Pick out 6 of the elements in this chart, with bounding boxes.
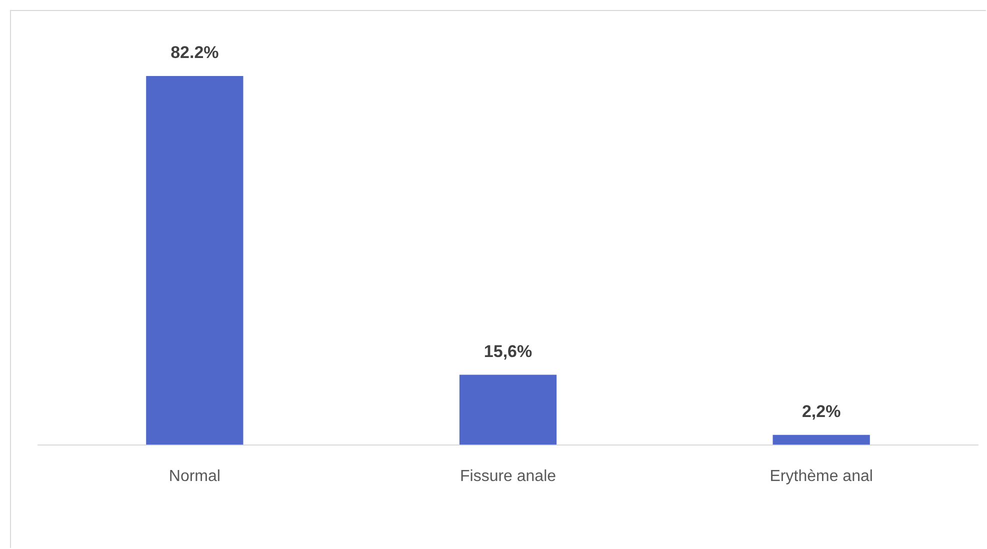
data-label: 15,6% [484,342,532,361]
x-tick-label: Erythème anal [770,468,873,485]
x-tick-label: Normal [168,468,220,485]
data-label: 2,2% [802,402,841,422]
x-tick-label: Fissure anale [460,468,556,485]
data-label: 82.2% [170,43,219,62]
